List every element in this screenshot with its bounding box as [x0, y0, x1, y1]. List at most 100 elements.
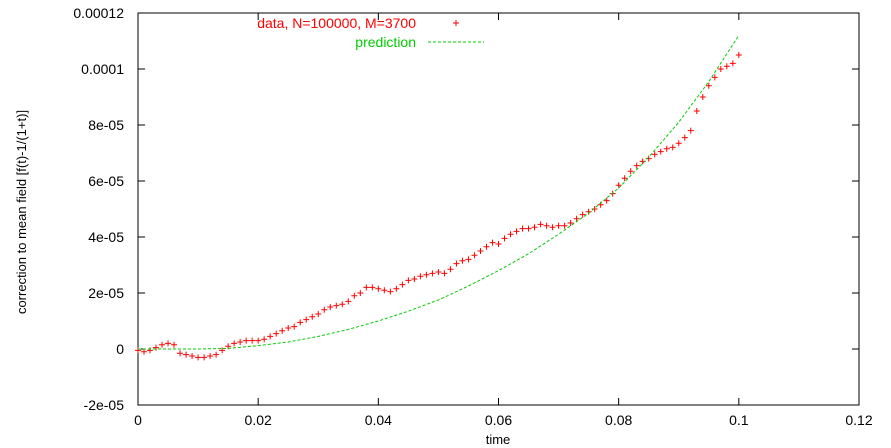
y-axis-label: correction to mean field [f(t)-1/(1+t)] [14, 110, 29, 314]
data-point [405, 277, 412, 284]
y-tick-label: 8e-05 [88, 117, 124, 133]
data-point [243, 337, 250, 344]
data-point [675, 140, 682, 147]
x-tick-label: 0.12 [845, 412, 872, 428]
data-point [549, 224, 556, 231]
data-point [201, 354, 208, 361]
x-tick-label: 0.1 [729, 412, 749, 428]
data-point [531, 224, 538, 231]
data-point [561, 222, 568, 229]
y-tick-label: 0 [116, 341, 124, 357]
data-point [687, 127, 694, 134]
data-point [489, 239, 496, 246]
data-point [483, 243, 490, 250]
data-point [141, 348, 148, 355]
data-point [363, 284, 370, 291]
data-point [219, 347, 226, 354]
data-point [387, 288, 394, 295]
data-point [525, 225, 532, 232]
data-point [333, 302, 340, 309]
data-point [729, 60, 736, 67]
data-point [693, 108, 700, 114]
data-point [591, 206, 598, 212]
data-point [477, 248, 484, 254]
y-tick-label: 2e-05 [88, 285, 124, 301]
data-point [135, 347, 141, 354]
data-point [147, 347, 154, 354]
data-point [465, 256, 472, 263]
data-point [711, 74, 718, 81]
y-tick-label: 0.00012 [73, 5, 124, 21]
data-point [435, 269, 442, 275]
data-point [261, 336, 268, 343]
data-point [213, 351, 220, 358]
data-point [267, 333, 274, 340]
data-point [507, 231, 514, 238]
data-point [399, 281, 406, 288]
data-point [603, 197, 610, 204]
y-tick-label: 6e-05 [88, 173, 124, 189]
data-point [255, 337, 262, 344]
legend-label: data, N=100000, M=3700 [257, 15, 416, 31]
data-point [723, 63, 730, 70]
data-point [423, 271, 430, 278]
data-point [369, 284, 376, 291]
axes [137, 12, 860, 406]
data-point [153, 344, 160, 351]
series-data [135, 52, 742, 361]
data-point [207, 353, 214, 359]
data-point [495, 241, 502, 247]
data-point [321, 306, 328, 313]
data-point [579, 211, 586, 218]
x-tick-label: 0.08 [605, 412, 632, 428]
x-tick-label: 0.04 [365, 412, 392, 428]
data-point [615, 182, 622, 189]
data-point [681, 134, 688, 141]
data-point [417, 273, 424, 280]
y-tick-label: 4e-05 [88, 229, 124, 245]
data-point [177, 350, 184, 357]
x-axis-label: time [486, 432, 511, 447]
data-point [285, 325, 292, 331]
data-point [231, 340, 238, 347]
data-point [669, 144, 676, 151]
data-point [375, 285, 382, 292]
data-point [357, 290, 364, 296]
data-point [327, 304, 334, 310]
prediction-line [138, 35, 740, 350]
data-point [339, 301, 346, 308]
data-point [513, 228, 520, 235]
data-point [315, 311, 322, 317]
x-tick-label: 0.02 [245, 412, 272, 428]
y-tick-label: -2e-05 [84, 397, 125, 413]
data-point [519, 225, 526, 232]
data-point [279, 327, 286, 334]
data-point [351, 292, 358, 299]
data-point [543, 222, 550, 229]
series-prediction [138, 35, 740, 350]
data-point [699, 94, 706, 100]
data-point [159, 341, 166, 348]
data-point [453, 260, 460, 267]
legend-swatch [453, 20, 459, 26]
data-point [459, 257, 466, 264]
data-point [345, 298, 352, 305]
data-point [627, 168, 634, 175]
data-point [585, 208, 592, 215]
data-point [471, 252, 478, 259]
data-point [717, 66, 724, 72]
data-point [537, 221, 544, 228]
data-point [663, 145, 670, 152]
data-point [297, 319, 304, 326]
data-point [645, 155, 652, 162]
data-point [309, 313, 316, 320]
data-point [195, 354, 202, 361]
x-tick-label: 0 [134, 412, 142, 428]
data-point [381, 287, 388, 294]
data-point [555, 222, 562, 229]
data-point [189, 353, 196, 359]
data-point [411, 276, 418, 282]
data-point [633, 162, 640, 169]
data-point [651, 151, 658, 158]
